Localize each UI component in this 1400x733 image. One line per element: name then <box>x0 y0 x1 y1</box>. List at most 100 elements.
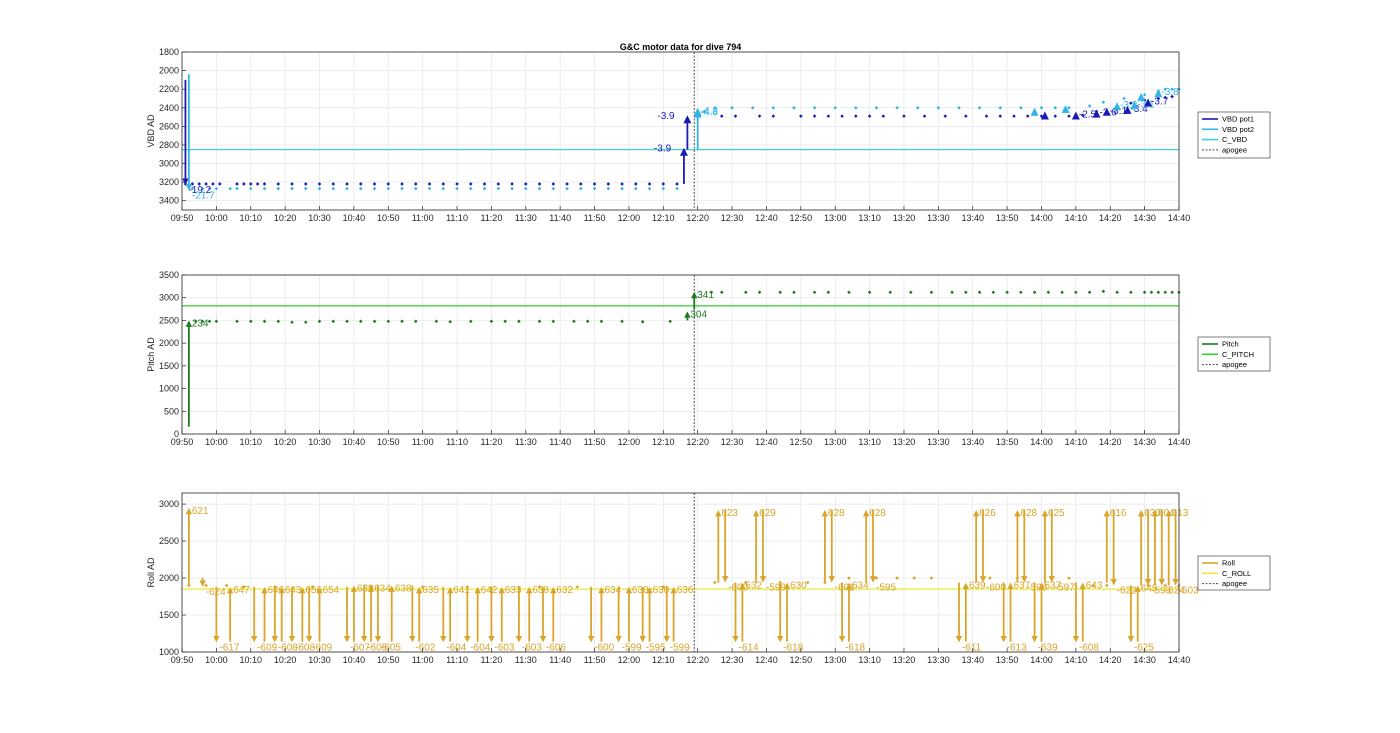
event-label: -593 <box>1151 585 1171 596</box>
data-point <box>1087 290 1092 295</box>
legend-label: C_ROLL <box>1222 569 1251 578</box>
data-point <box>634 182 638 186</box>
event-label: -595 <box>876 582 896 593</box>
data-point <box>276 182 281 186</box>
event-arrowhead <box>440 635 447 643</box>
data-point <box>964 290 968 295</box>
event-arrowhead <box>474 586 481 594</box>
data-point <box>358 186 363 191</box>
event-label: -599 <box>622 642 642 653</box>
data-point <box>888 290 893 295</box>
x-tick-label: 14:20 <box>1099 213 1122 223</box>
data-point <box>276 319 281 324</box>
event-arrowhead <box>299 586 306 594</box>
event-arrowhead <box>213 635 220 643</box>
data-point <box>998 114 1003 118</box>
data-point <box>943 114 948 118</box>
data-point <box>575 585 580 589</box>
data-point <box>242 585 246 589</box>
event-label: 643 <box>285 585 302 596</box>
data-point <box>599 319 604 324</box>
data-point <box>331 182 336 186</box>
event-label: -3.4 <box>1130 104 1148 115</box>
data-point <box>537 319 542 324</box>
event-label: -611 <box>962 642 982 653</box>
x-tick-label: 11:40 <box>549 213 571 223</box>
x-tick-label: 10:20 <box>274 213 297 223</box>
legend-label: VBD pot2 <box>1222 125 1254 134</box>
data-point <box>496 186 501 191</box>
event-arrowhead <box>388 585 395 592</box>
data-point <box>730 105 734 110</box>
data-point <box>197 182 201 186</box>
data-point <box>345 186 349 191</box>
data-point <box>455 182 459 186</box>
x-tick-label: 11:50 <box>584 437 606 447</box>
event-label: -606 <box>546 642 566 653</box>
event-label: -602 <box>415 642 435 653</box>
data-point <box>998 105 1003 110</box>
x-tick-label: 13:20 <box>893 213 916 223</box>
event-arrowhead <box>278 586 285 594</box>
event-label: -595 <box>646 642 666 653</box>
x-tick-label: 13:00 <box>824 437 847 447</box>
y-tick-label: 500 <box>164 406 179 416</box>
data-point <box>468 182 473 186</box>
data-point <box>950 290 954 295</box>
event-arrowhead <box>693 107 702 116</box>
event-arrowhead <box>1061 104 1070 113</box>
data-point <box>248 182 253 186</box>
event-arrowhead <box>182 178 189 185</box>
x-tick-label: 12:00 <box>618 655 641 665</box>
data-point <box>661 182 666 186</box>
event-label: 654 <box>323 585 340 596</box>
y-tick-label: 2400 <box>159 103 179 113</box>
data-point <box>434 319 439 324</box>
data-point <box>303 320 308 325</box>
x-tick-label: 09:50 <box>171 437 194 447</box>
x-tick-label: 13:20 <box>893 437 916 447</box>
x-tick-label: 14:00 <box>1030 437 1053 447</box>
data-point <box>537 585 542 589</box>
event-arrowhead <box>526 586 533 594</box>
y-tick-label: 1000 <box>159 384 179 394</box>
event-arrowhead <box>598 586 605 594</box>
data-point <box>1149 290 1154 295</box>
data-point <box>211 182 215 186</box>
data-point <box>912 576 917 580</box>
event-arrowhead <box>316 586 323 594</box>
x-tick-label: 11:20 <box>480 655 502 665</box>
event-label: 656 <box>305 585 322 596</box>
x-tick-label: 09:50 <box>171 655 194 665</box>
x-tick-label: 10:10 <box>239 655 262 665</box>
y-tick-label: 2600 <box>159 121 179 131</box>
data-point <box>1074 290 1078 295</box>
event-arrowhead <box>416 586 423 594</box>
data-point <box>1156 96 1161 101</box>
event-arrowhead <box>1151 510 1159 517</box>
data-point <box>441 186 446 191</box>
event-arrowhead <box>759 576 767 583</box>
data-point <box>1091 583 1095 588</box>
data-point <box>372 182 377 186</box>
data-point <box>915 105 920 110</box>
event-label: 635 <box>422 585 439 596</box>
data-point <box>224 583 229 588</box>
data-point <box>1163 290 1168 295</box>
event-label: -605 <box>367 642 387 653</box>
event-arrowhead <box>1127 635 1135 643</box>
x-tick-label: 12:40 <box>755 655 778 665</box>
x-tick-label: 11:40 <box>549 437 571 447</box>
data-point <box>744 580 748 585</box>
event-label: 643 <box>1086 580 1103 591</box>
event-arrowhead <box>683 115 692 124</box>
data-point <box>964 114 968 118</box>
event-label: -614 <box>739 642 759 653</box>
data-point <box>565 186 569 191</box>
x-tick-label: 11:50 <box>584 655 606 665</box>
event-label: 634 <box>374 583 391 594</box>
event-arrowhead <box>838 635 846 643</box>
x-tick-label: 14:10 <box>1065 655 1088 665</box>
data-point <box>1012 114 1016 118</box>
event-arrowhead <box>261 586 268 594</box>
